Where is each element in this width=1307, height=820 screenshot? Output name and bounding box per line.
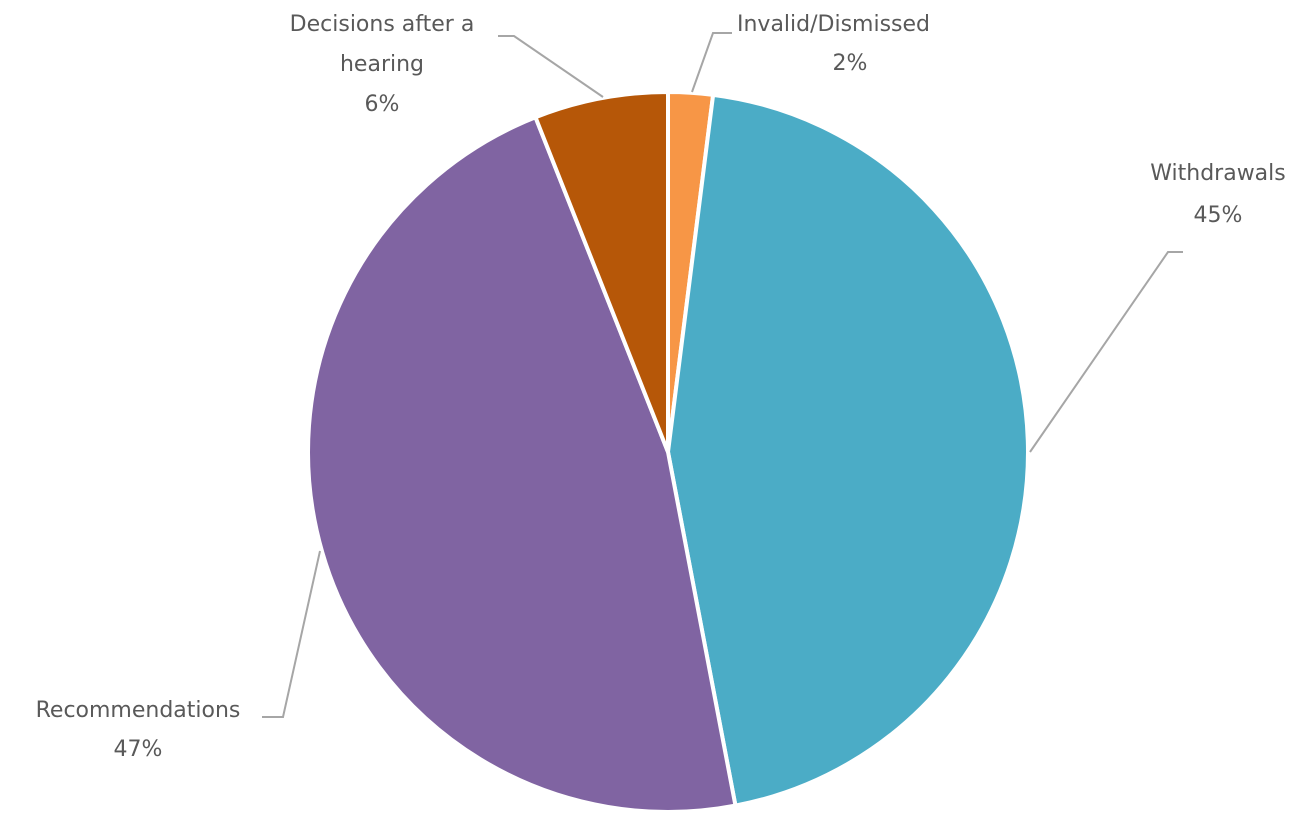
slice-recommendations [306, 115, 738, 814]
leader-lines-layer [262, 32, 1183, 718]
slice-decisions-after-a-hearing [533, 90, 670, 454]
slices-layer [306, 90, 1030, 814]
leader-line-decisions [498, 35, 604, 98]
labels-layer: Invalid/Dismissed 2% Withdrawals 45% Rec… [36, 12, 1286, 762]
slice-withdrawals [666, 92, 1030, 808]
leader-line-recommendations [262, 550, 321, 718]
slice-value-decisions: 6% [365, 92, 400, 117]
slice-label-decisions-line1: Decisions after a [290, 12, 475, 37]
slice-label-withdrawals: Withdrawals [1150, 161, 1286, 186]
slice-value-recommendations: 47% [114, 737, 163, 762]
slice-label-invalid-dismissed: Invalid/Dismissed [737, 12, 930, 37]
leader-line-invalid-dismissed [691, 32, 732, 93]
slice-label-recommendations: Recommendations [36, 698, 241, 723]
leader-line-withdrawals [1029, 251, 1183, 453]
slice-label-decisions-line2: hearing [340, 52, 424, 77]
slice-value-withdrawals: 45% [1194, 203, 1243, 228]
slice-value-invalid-dismissed: 2% [833, 51, 868, 76]
